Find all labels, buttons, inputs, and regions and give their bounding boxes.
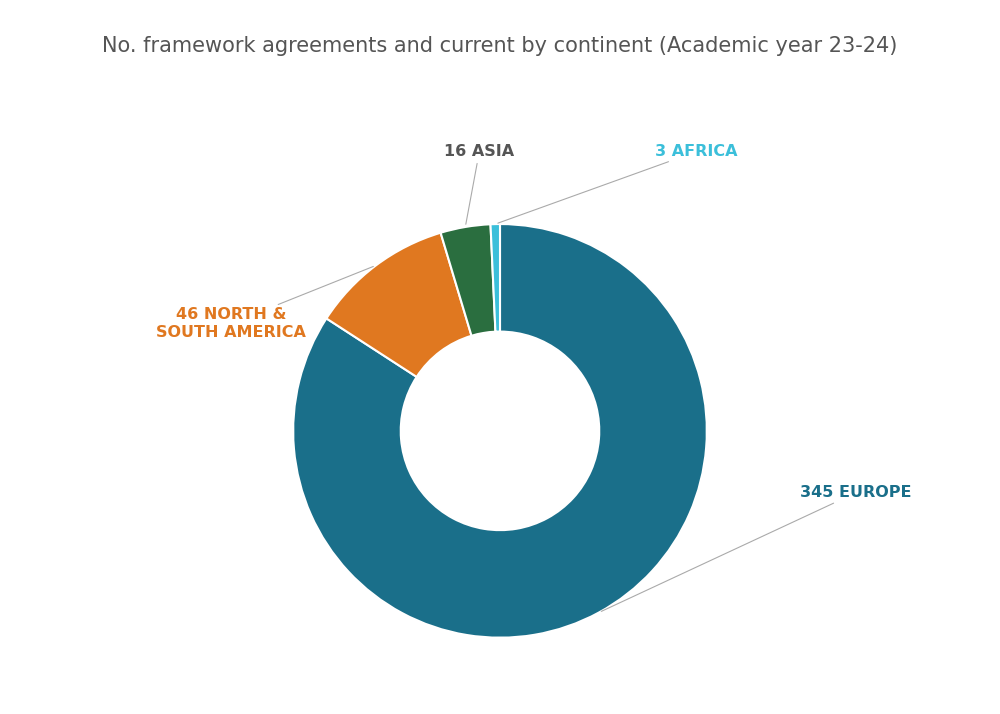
Wedge shape: [441, 224, 495, 336]
Text: 46 NORTH &
SOUTH AMERICA: 46 NORTH & SOUTH AMERICA: [156, 266, 373, 340]
Text: 16 ASIA: 16 ASIA: [444, 144, 514, 224]
Text: No. framework agreements and current by continent (Academic year 23-24): No. framework agreements and current by …: [102, 36, 898, 56]
Wedge shape: [326, 233, 472, 377]
Wedge shape: [490, 224, 500, 332]
Text: 3 AFRICA: 3 AFRICA: [498, 144, 738, 223]
Wedge shape: [293, 224, 707, 638]
Text: 345 EUROPE: 345 EUROPE: [601, 486, 911, 611]
